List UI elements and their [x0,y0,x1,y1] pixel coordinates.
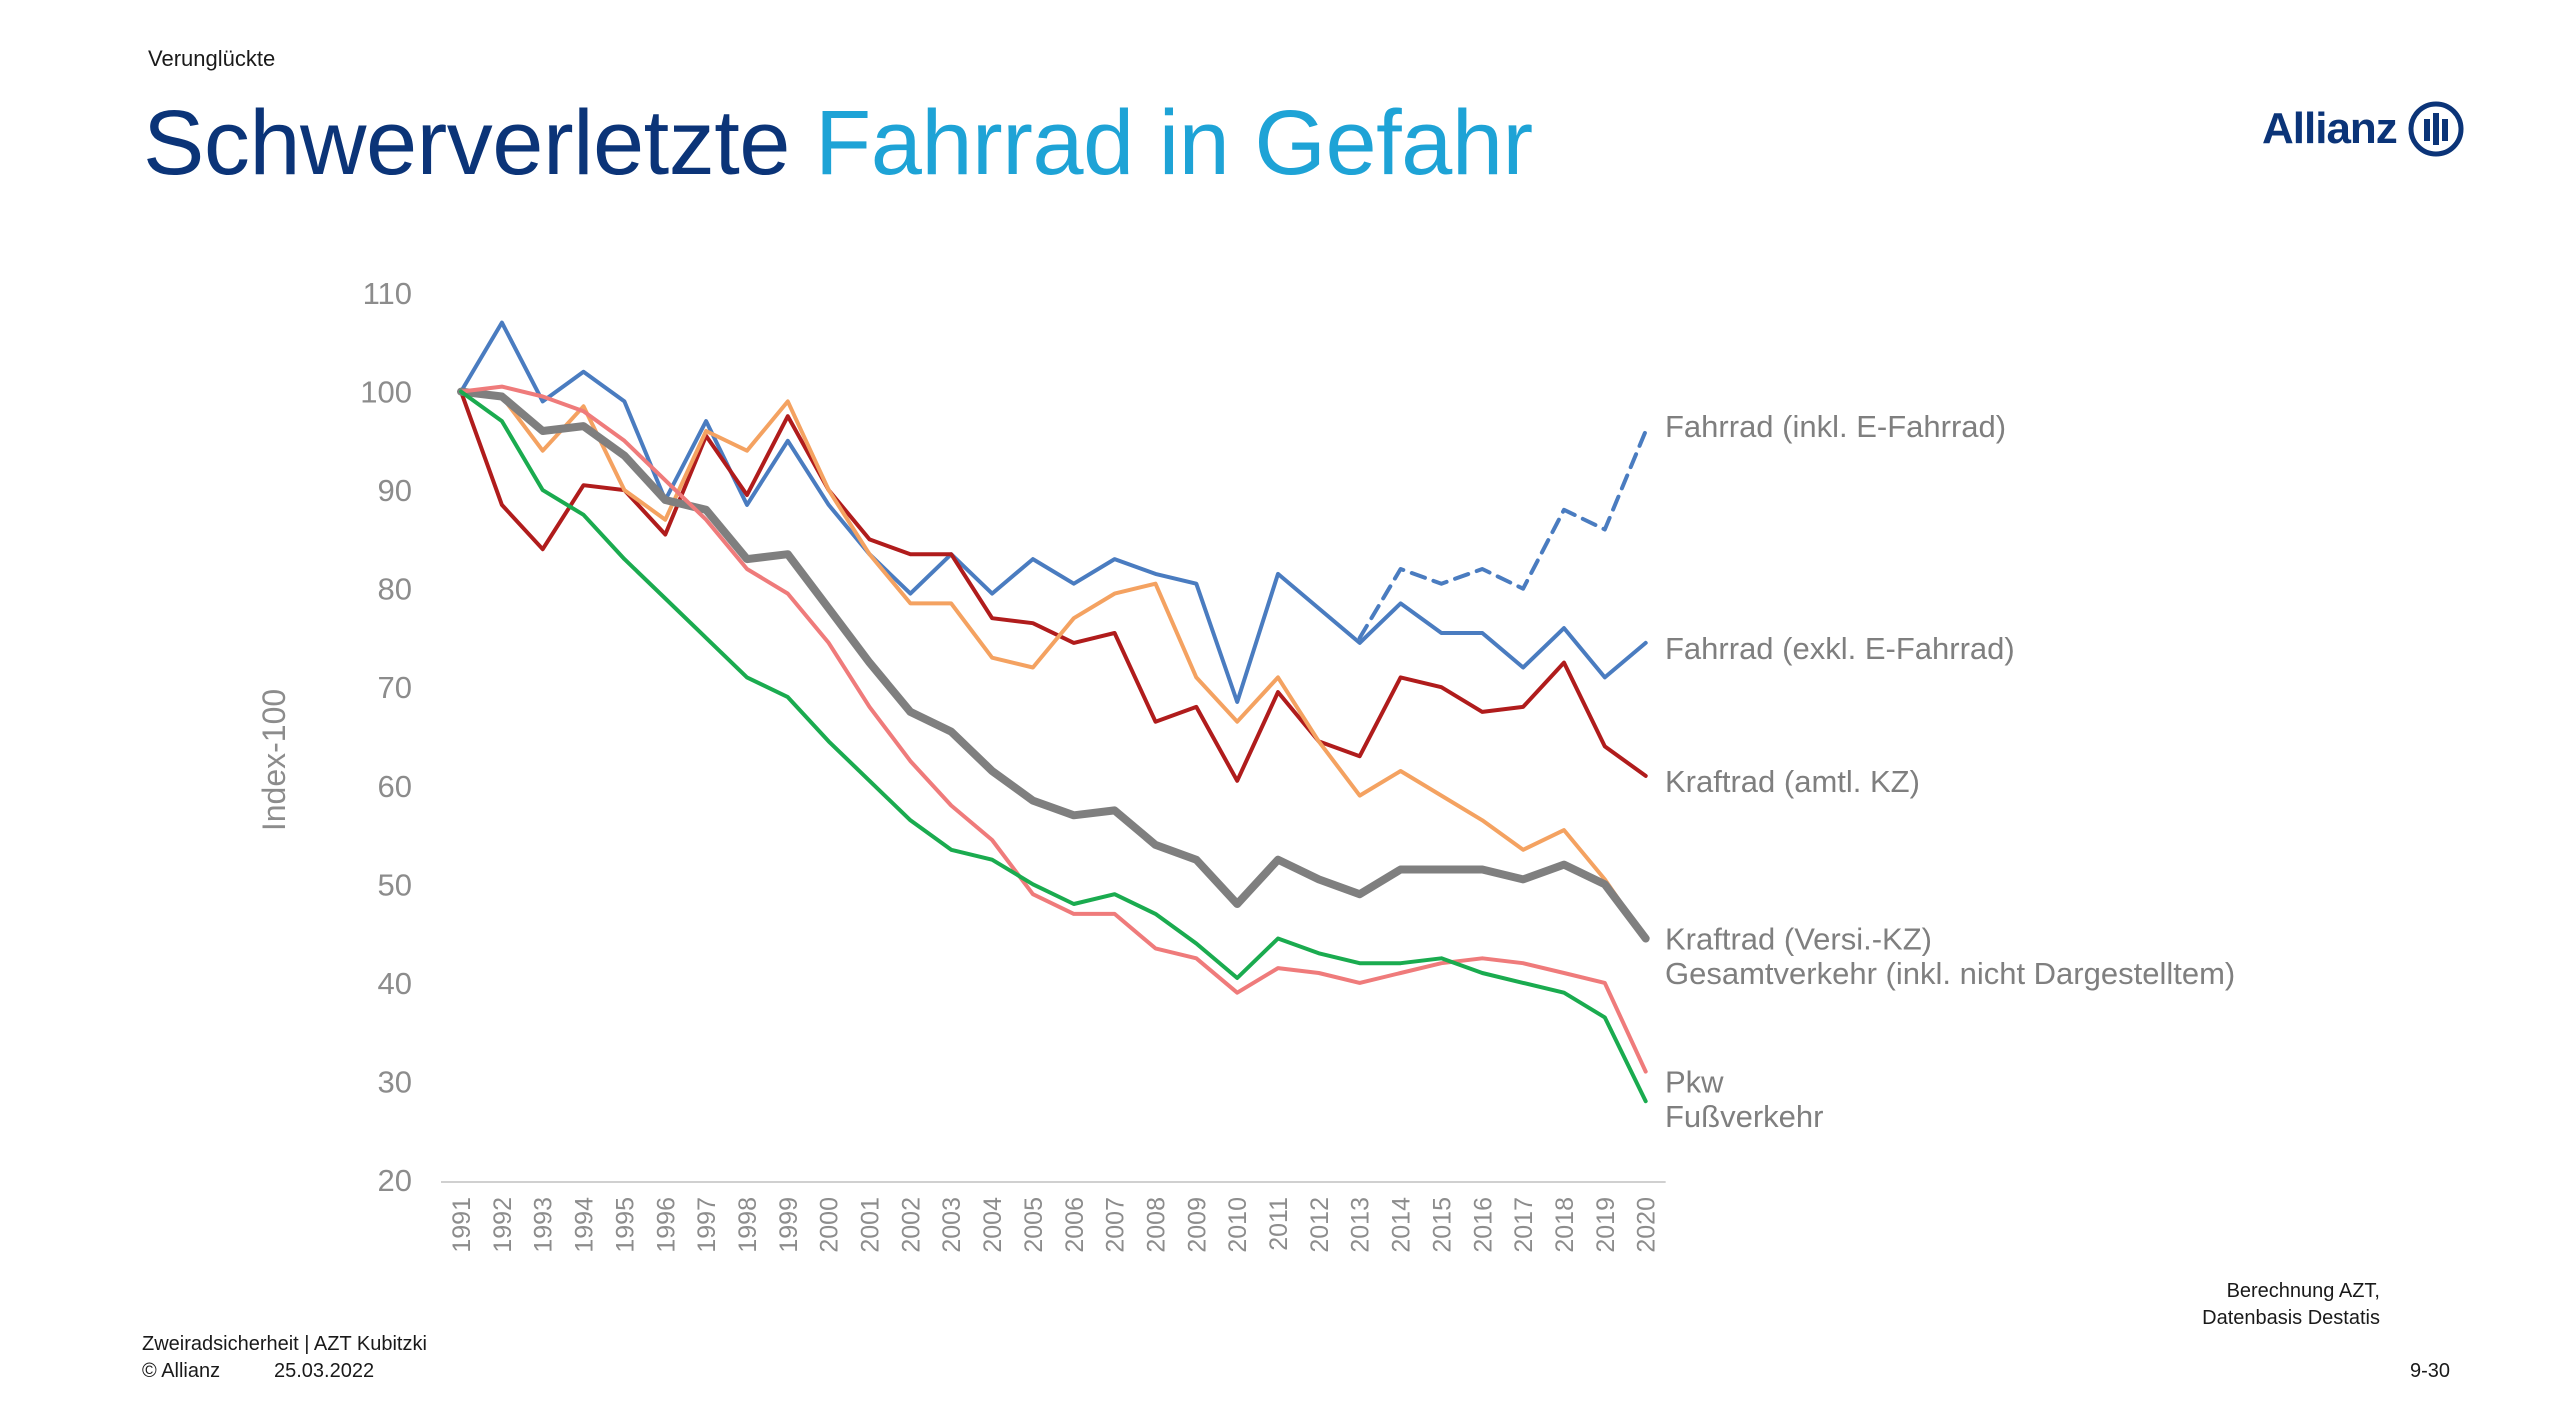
x-tick-label: 2009 [1183,1197,1211,1253]
x-tick-label: 2013 [1347,1197,1375,1253]
x-tick-label: 2005 [1020,1197,1048,1253]
allianz-logo: Allianz [2262,100,2465,158]
x-tick-label: 1997 [693,1197,721,1253]
x-tick-label: 2019 [1592,1197,1620,1253]
y-tick-label: 70 [378,670,412,705]
x-tick-label: 2007 [1102,1197,1130,1253]
series-line [459,389,1648,1104]
y-axis-ticks: 20 30 40 50 60 70 80 90 100 110 [360,276,412,1198]
x-tick-label: 1993 [530,1197,558,1253]
x-tick-label: 2003 [938,1197,966,1253]
y-tick-label: 90 [378,473,412,508]
x-tick-label: 2010 [1224,1197,1252,1253]
source-note: Berechnung AZT, Datenbasis Destatis [2120,1278,2380,1332]
y-tick-label: 30 [378,1064,412,1099]
source-line-1: Berechnung AZT, [2226,1280,2380,1302]
x-tick-label: 2002 [897,1197,925,1253]
series-label: Pkw [1665,1064,1724,1099]
y-tick-label: 60 [378,769,412,804]
x-tick-label: 2018 [1551,1197,1579,1253]
x-tick-label: 2017 [1510,1197,1538,1253]
x-tick-label: 1995 [611,1197,639,1253]
series-line [1357,429,1648,640]
x-tick-label: 1991 [448,1197,476,1253]
series-lines [457,320,1650,1104]
x-tick-label: 2008 [1142,1197,1170,1253]
series-line [459,389,1648,941]
x-tick-label: 2006 [1061,1197,1089,1253]
series-label: Kraftrad (Versi.-KZ) [1665,922,1932,957]
x-tick-label: 1999 [775,1197,803,1253]
section-topic: Verunglückte [148,46,276,71]
x-tick-label: 2016 [1469,1197,1497,1253]
page-title: Schwerverletzte Fahrrad in Gefahr [143,88,1533,198]
x-tick-label: 1992 [489,1197,517,1253]
footer-date: 25.03.2022 [274,1360,375,1382]
y-tick-label: 50 [378,867,412,902]
footer-presentation-info: Zweiradsicherheit | AZT Kubitzki [142,1333,427,1355]
x-tick-label: 2011 [1265,1197,1293,1251]
series-label: Gesamtverkehr (inkl. nicht Dargestelltem… [1665,956,2235,991]
allianz-eagle-icon [2408,101,2464,157]
series-line [457,387,1650,943]
title-part-dark: Schwerverletzte [143,92,790,194]
series-labels: Fahrrad (inkl. E-Fahrrad) Fahrrad (exkl. … [1665,409,2235,1134]
y-tick-label: 80 [378,572,412,607]
series-line [459,320,1648,704]
series-label: Fahrrad (inkl. E-Fahrrad) [1665,409,2006,444]
x-axis-ticks: 1991 1992 1993 1994 1995 1996 1997 1998 1999 2000… [448,1197,1661,1253]
footer-copyright: © Allianz [142,1360,221,1382]
x-tick-label: 1996 [652,1197,680,1253]
x-tick-label: 1998 [734,1197,762,1253]
y-axis-label: Index-100 [256,689,292,831]
x-tick-label: 1994 [571,1197,599,1253]
y-tick-label: 40 [378,966,412,1001]
logo-text: Allianz [2262,104,2398,153]
x-tick-label: 2000 [816,1197,844,1253]
y-tick-label: 20 [378,1163,412,1198]
series-label: Fußverkehr [1665,1099,1823,1134]
footer-page-number: 9-30 [2410,1360,2451,1382]
y-tick-label: 110 [363,276,412,311]
y-tick-label: 100 [360,375,412,410]
x-tick-label: 2001 [857,1197,885,1253]
x-tick-label: 2014 [1388,1197,1416,1253]
x-tick-label: 2012 [1306,1197,1334,1253]
series-line [459,389,1648,783]
series-label: Kraftrad (amtl. KZ) [1665,764,1920,799]
series-label: Fahrrad (exkl. E-Fahrrad) [1665,631,2015,666]
x-tick-label: 2020 [1633,1197,1661,1253]
title-part-light: Fahrrad in Gefahr [815,92,1533,194]
source-line-2: Datenbasis Destatis [2202,1307,2380,1329]
x-tick-label: 2015 [1428,1197,1456,1253]
x-tick-label: 2004 [979,1197,1007,1253]
